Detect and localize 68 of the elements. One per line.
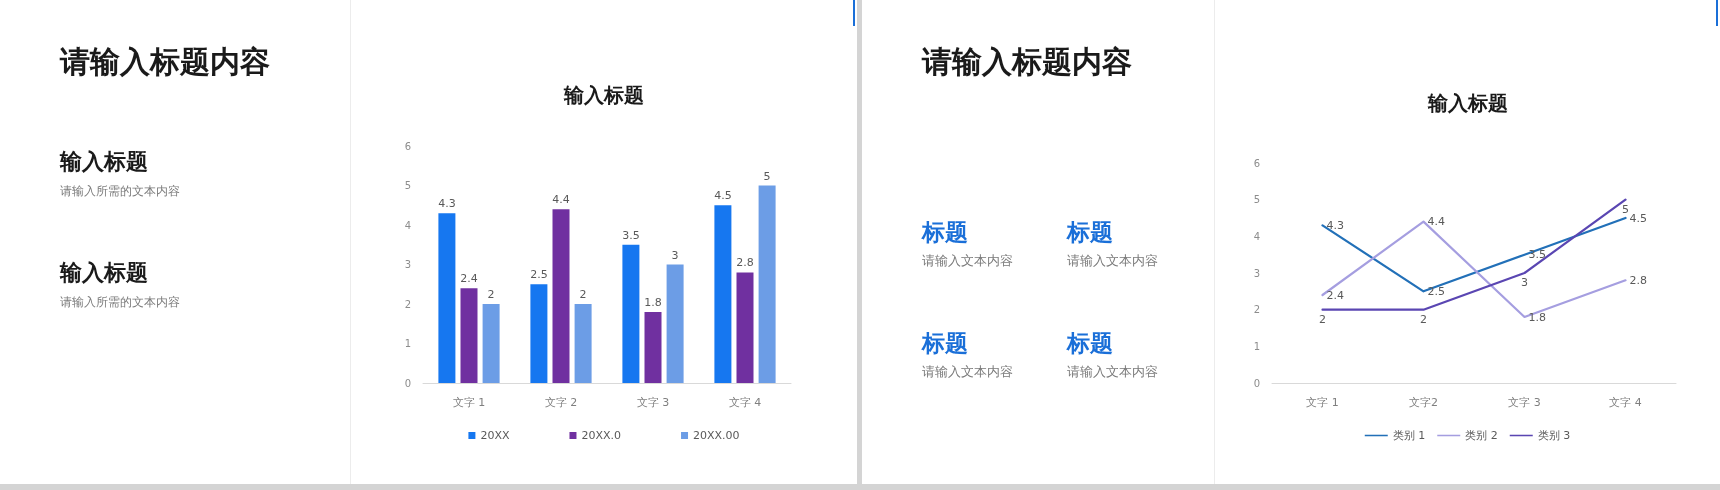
data-label: 4.3: [1326, 218, 1344, 232]
data-label: 4.4: [1427, 215, 1445, 229]
x-tick-label: 文字 1: [452, 396, 486, 409]
legend-label: 类别 1: [1392, 429, 1426, 442]
legend-label: 类别 3: [1537, 429, 1571, 442]
data-label: 2.5: [530, 268, 548, 282]
x-tick-label: 文字 4: [728, 396, 762, 409]
y-tick-label: 3: [404, 259, 411, 270]
y-tick-label: 0: [1253, 377, 1260, 389]
y-tick-label: 2: [1253, 304, 1260, 316]
data-label: 4.5: [714, 189, 732, 203]
y-tick-label: 5: [1253, 194, 1260, 206]
y-tick-label: 6: [404, 140, 411, 152]
data-label: 4.3: [438, 197, 456, 211]
text: 标题: [922, 329, 968, 357]
data-label: 1.8: [1528, 310, 1546, 324]
data-label: 2.4: [460, 272, 478, 286]
data-label: 2: [1420, 312, 1427, 326]
y-tick-label: 4: [404, 219, 411, 231]
legend-label: 类别 2: [1465, 429, 1498, 442]
y-tick-label: 1: [1253, 340, 1260, 352]
data-label: 2.8: [736, 256, 754, 270]
data-label: 2.4: [1326, 288, 1344, 302]
y-tick-label: 0: [404, 377, 411, 389]
y-tick-label: 3: [1253, 267, 1260, 279]
legend-label: 20XX.00: [693, 429, 740, 442]
y-tick-label: 6: [1253, 157, 1260, 169]
chart-title: 输入标题: [1426, 91, 1508, 115]
data-label: 3.5: [622, 228, 640, 242]
x-tick-label: 文字 3: [636, 396, 670, 409]
text: 请输入标题内容: [60, 43, 270, 81]
chart-title: 输入标题: [563, 83, 644, 107]
data-label: 5: [1622, 202, 1629, 216]
text: 请输入文本内容: [1067, 364, 1158, 380]
x-tick-label: 文字 4: [1609, 396, 1642, 409]
data-label: 1.8: [644, 295, 662, 309]
text: 标题: [1067, 329, 1113, 357]
text: 标题: [1067, 218, 1113, 246]
data-label: 4.4: [552, 193, 570, 207]
text: 请输入所需的文本内容: [60, 294, 180, 310]
data-label: 2.8: [1629, 273, 1647, 287]
data-label: 3: [1521, 276, 1528, 289]
text: 请输入所需的文本内容: [60, 183, 180, 199]
data-label: 2.5: [1427, 284, 1445, 298]
data-label: 4.5: [1629, 211, 1647, 225]
data-label: 3: [671, 248, 679, 262]
data-label: 5: [763, 169, 771, 183]
text: 输入标题: [60, 259, 148, 287]
text: 请输入文本内容: [1067, 253, 1158, 269]
data-label: 2: [579, 288, 587, 301]
legend-label: 20XX.0: [581, 429, 622, 442]
y-tick-label: 4: [1253, 230, 1260, 242]
legend-label: 20XX: [480, 429, 510, 442]
y-tick-label: 2: [404, 298, 411, 310]
text: 请输入文本内容: [922, 364, 1013, 380]
data-label: 3.5: [1528, 248, 1546, 262]
text: 请输入标题内容: [922, 43, 1132, 81]
y-tick-label: 1: [404, 338, 411, 349]
x-tick-label: 文字 1: [1306, 396, 1339, 409]
text: 请输入文本内容: [922, 253, 1013, 269]
data-label: 2: [487, 288, 495, 301]
x-tick-label: 文字 2: [544, 396, 578, 409]
x-tick-label: 文字2: [1409, 396, 1438, 409]
text: 输入标题: [60, 148, 148, 176]
data-label: 2: [1319, 312, 1326, 326]
text: 标题: [922, 218, 968, 246]
y-tick-label: 5: [404, 180, 411, 191]
x-tick-label: 文字 3: [1508, 396, 1541, 409]
